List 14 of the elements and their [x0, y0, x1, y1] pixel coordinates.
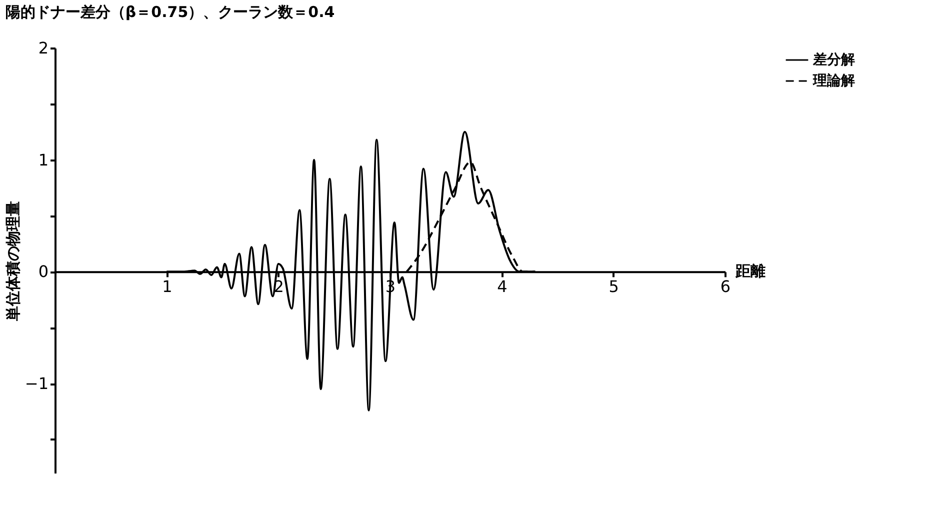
- y-tick-label: 1: [38, 150, 48, 170]
- x-tick-label: 1: [162, 277, 172, 296]
- y-tick-label: 0: [38, 262, 48, 282]
- x-tick-label: 6: [720, 277, 731, 296]
- chart-title: 陽的ドナー差分（β＝0.75）、クーラン数＝0.4: [5, 3, 335, 21]
- x-tick-label: 2: [274, 277, 284, 296]
- x-tick-label: 4: [497, 277, 508, 296]
- y-axis-title: 単位体積の物理量: [4, 201, 22, 322]
- x-tick-label: 5: [608, 277, 619, 296]
- y-tick-label: 2: [38, 38, 48, 58]
- legend-label: 差分解: [812, 52, 855, 68]
- x-axis-title: 距離: [734, 262, 766, 280]
- y-tick-label: −1: [24, 374, 48, 394]
- legend-label: 理論解: [812, 72, 855, 89]
